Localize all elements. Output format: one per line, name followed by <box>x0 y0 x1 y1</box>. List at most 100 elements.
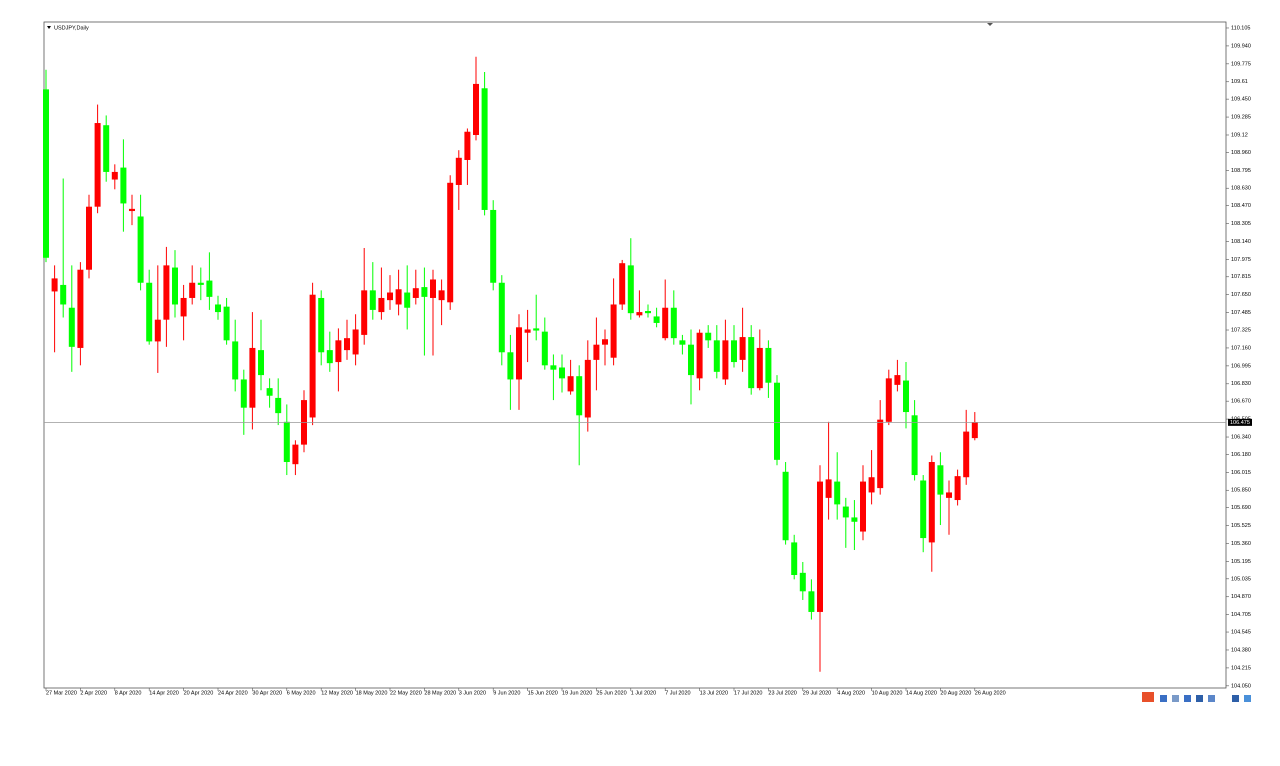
candle-body <box>619 263 626 305</box>
x-tick-label: 9 Jun 2020 <box>493 690 520 696</box>
candle-body <box>954 476 961 501</box>
toolbar-icon[interactable] <box>1244 695 1251 702</box>
x-tick-label: 15 Jun 2020 <box>528 690 558 696</box>
candle-body <box>309 294 316 418</box>
candle-body <box>378 297 385 313</box>
candle-body <box>473 83 479 135</box>
toolbar-icon[interactable] <box>1142 692 1154 702</box>
y-tick-label: 104.050 <box>1231 683 1251 689</box>
toolbar-icon[interactable] <box>1196 695 1203 702</box>
y-tick-label: 105.035 <box>1231 576 1251 582</box>
candle-body <box>739 337 746 360</box>
y-tick-label: 108.470 <box>1231 203 1251 209</box>
candle-body <box>352 329 359 355</box>
x-tick-label: 24 Apr 2020 <box>218 690 248 696</box>
candle-body <box>748 337 755 389</box>
candle-body <box>946 492 952 498</box>
candle-body <box>971 422 978 439</box>
candle-body <box>258 350 264 376</box>
candle-body <box>507 352 514 380</box>
candle-body <box>387 292 393 301</box>
candle-body <box>696 332 703 379</box>
y-tick-label: 104.870 <box>1231 594 1251 600</box>
x-tick-label: 20 Apr 2020 <box>184 690 214 696</box>
toolbar-icon[interactable] <box>1160 695 1167 702</box>
candle-body <box>825 479 832 498</box>
candle-body <box>77 269 84 348</box>
candle-body <box>963 431 970 478</box>
y-tick-label: 109.450 <box>1231 97 1251 103</box>
y-tick-label: 104.215 <box>1231 665 1251 671</box>
y-tick-label: 108.140 <box>1231 239 1251 245</box>
candle-body <box>129 208 135 212</box>
candle-body <box>782 471 789 541</box>
candle-body <box>369 290 376 310</box>
candle-body <box>894 375 901 385</box>
y-tick-label: 107.325 <box>1231 327 1251 333</box>
candle-body <box>292 444 299 465</box>
candle-body <box>645 310 651 314</box>
x-tick-label: 14 Aug 2020 <box>906 690 937 696</box>
candle-body <box>283 421 290 463</box>
x-tick-label: 27 Mar 2020 <box>46 690 77 696</box>
candle-body <box>722 340 729 380</box>
candle-body <box>851 517 858 522</box>
candle-body <box>163 265 170 320</box>
candle-body <box>361 290 368 335</box>
candle-body <box>490 209 497 283</box>
y-tick-label: 105.850 <box>1231 488 1251 494</box>
candle-body <box>567 376 574 392</box>
candle-body <box>438 290 445 301</box>
x-tick-label: 29 Jul 2020 <box>803 690 831 696</box>
candle-body <box>197 282 204 285</box>
candle-body <box>51 278 58 292</box>
candle-body <box>550 365 557 370</box>
x-tick-label: 12 May 2020 <box>321 690 353 696</box>
toolbar-icon[interactable] <box>1232 695 1239 702</box>
candle-body <box>731 340 737 363</box>
candle-body <box>808 591 815 612</box>
candle-body <box>636 312 643 316</box>
candle-body <box>430 279 436 298</box>
candle-body <box>576 376 583 416</box>
x-tick-label: 13 Jul 2020 <box>700 690 728 696</box>
candle-body <box>223 306 230 341</box>
toolbar-icon[interactable] <box>1184 695 1191 702</box>
x-tick-label: 30 Apr 2020 <box>252 690 282 696</box>
x-tick-label: 19 Jun 2020 <box>562 690 592 696</box>
candle-body <box>920 480 927 539</box>
x-tick-label: 22 May 2020 <box>390 690 422 696</box>
candle-body <box>86 206 92 270</box>
candle-body <box>842 506 849 518</box>
candle-body <box>911 415 918 476</box>
candle-body <box>154 319 161 342</box>
candle-body <box>344 338 350 351</box>
toolbar <box>1142 692 1251 702</box>
y-tick-label: 108.630 <box>1231 186 1251 192</box>
y-tick-label: 105.525 <box>1231 523 1251 529</box>
toolbar-icon[interactable] <box>1208 695 1215 702</box>
candle-body <box>189 282 196 298</box>
y-tick-label: 106.015 <box>1231 470 1251 476</box>
candle-body <box>180 297 187 317</box>
y-tick-label: 107.975 <box>1231 257 1251 263</box>
candle-body <box>610 304 617 358</box>
candle-body <box>928 462 935 543</box>
toolbar-icon[interactable] <box>1172 695 1179 702</box>
x-tick-label: 18 May 2020 <box>356 690 388 696</box>
candle-body <box>533 328 540 331</box>
y-tick-label: 108.305 <box>1231 221 1251 227</box>
x-tick-label: 20 Aug 2020 <box>940 690 971 696</box>
candle-body <box>602 339 608 345</box>
candle-body <box>137 216 144 283</box>
x-tick-label: 17 Jul 2020 <box>734 690 762 696</box>
candle-body <box>120 167 127 204</box>
candle-body <box>705 332 712 341</box>
y-tick-label: 109.285 <box>1231 115 1251 121</box>
y-tick-label: 105.360 <box>1231 541 1251 547</box>
x-tick-label: 26 Aug 2020 <box>975 690 1006 696</box>
y-tick-label: 109.61 <box>1231 79 1248 85</box>
y-tick-label: 107.650 <box>1231 292 1251 298</box>
candle-body <box>395 289 402 305</box>
